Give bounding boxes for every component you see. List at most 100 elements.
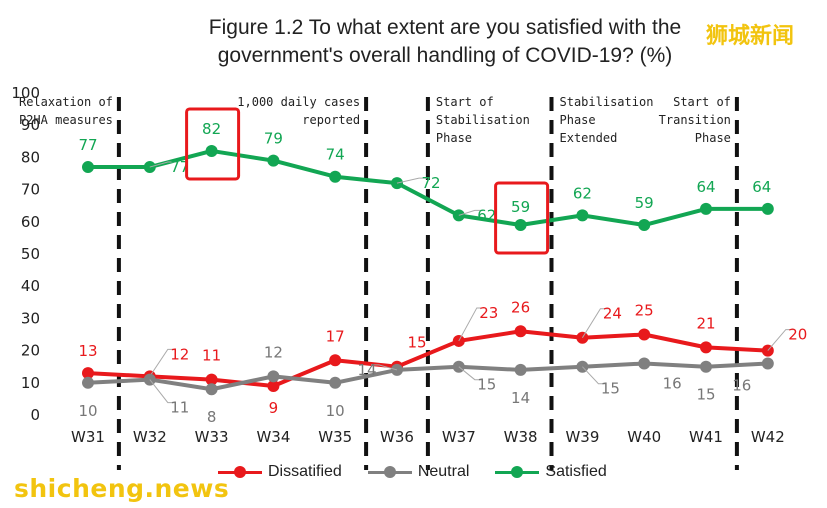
data-label-satisfied: 62 (573, 184, 592, 202)
data-label-leader (371, 364, 398, 371)
y-tick-label: 30 (21, 309, 40, 327)
x-tick-label: W38 (504, 428, 538, 446)
event-annotation-text: P2HA measures (19, 113, 113, 127)
event-annotation-text: Phase (560, 113, 596, 127)
data-label-dissatified: 17 (326, 327, 345, 345)
data-label-dissatified: 24 (603, 305, 622, 323)
y-tick-label: 60 (21, 213, 40, 231)
data-label-neutral: 16 (663, 374, 682, 392)
data-label-satisfied: 64 (696, 178, 715, 196)
event-annotation-text: Transition (659, 113, 731, 127)
data-label-satisfied: 77 (170, 158, 189, 176)
data-point-neutral (329, 376, 342, 389)
legend-label: Neutral (417, 463, 470, 480)
data-point-dissatified (638, 328, 651, 341)
event-annotation-text: Relaxation of (19, 95, 113, 109)
data-point-dissatified (514, 325, 527, 338)
data-label-satisfied: 82 (202, 120, 221, 138)
data-label-leader (581, 308, 609, 338)
x-tick-label: W40 (627, 428, 661, 446)
y-tick-label: 20 (21, 342, 40, 360)
event-annotation-text: Start of (436, 95, 494, 109)
data-label-leader (458, 209, 483, 216)
data-label-satisfied: 79 (264, 130, 283, 148)
y-tick-label: 40 (21, 277, 40, 295)
x-tick-label: W35 (318, 428, 352, 446)
data-label-neutral: 10 (78, 402, 97, 420)
series-line-neutral (87, 361, 768, 392)
data-label-dissatified: 12 (170, 345, 189, 363)
data-label-leader (149, 379, 176, 404)
x-tick-label: W33 (195, 428, 229, 446)
data-point-satisfied (638, 219, 651, 232)
data-point-satisfied (267, 154, 280, 167)
data-label-satisfied: 59 (511, 198, 530, 216)
data-label-dissatified: 13 (78, 342, 97, 360)
data-label-neutral: 11 (170, 399, 189, 417)
y-tick-label: 70 (21, 181, 40, 199)
chart-title: Figure 1.2 To what extent are you satisf… (120, 14, 770, 70)
series-line-satisfied (88, 148, 768, 228)
data-label-satisfied: 59 (635, 194, 654, 212)
data-point-dissatified (700, 341, 712, 354)
data-point-satisfied (576, 209, 589, 222)
data-label-satisfied: 64 (752, 178, 771, 196)
data-label-neutral: 15 (696, 386, 715, 404)
x-tick-label: W34 (256, 428, 290, 446)
y-tick-label: 0 (30, 406, 40, 424)
data-label-leader (458, 366, 483, 381)
data-label-leader (396, 177, 427, 184)
data-label-dissatified: 9 (269, 399, 279, 417)
watermark-chinese: 狮城新闻 (706, 24, 795, 49)
event-annotation-text: Start of (673, 95, 731, 109)
data-point-dissatified (329, 354, 342, 367)
event-annotation-text: reported (302, 113, 360, 127)
x-tick-label: W41 (689, 428, 723, 446)
data-label-dissatified: 23 (479, 304, 498, 322)
data-label-neutral: 14 (511, 389, 530, 407)
data-label-leader (767, 329, 794, 351)
event-annotation-text: Phase (695, 131, 731, 145)
legend-item-satisfied: Satisfied (495, 463, 607, 481)
data-label-neutral: 15 (477, 376, 496, 394)
data-point-satisfied (700, 202, 712, 215)
data-label-dissatified: 20 (788, 326, 807, 344)
event-annotation-text: Stabilisation (560, 95, 654, 109)
y-tick-label: 50 (21, 245, 40, 263)
data-point-satisfied (82, 161, 94, 174)
y-tick-label: 100 (11, 84, 40, 102)
legend-marker (218, 465, 262, 479)
x-tick-label: W39 (565, 428, 599, 446)
highlight-box (185, 107, 241, 181)
event-annotation-text: Stabilisation (436, 113, 530, 127)
data-label-neutral: 16 (732, 376, 751, 394)
x-tick-label: W31 (71, 428, 105, 446)
event-annotation-text: Phase (436, 131, 472, 145)
highlight-box (494, 181, 550, 255)
data-label-leader (582, 366, 607, 385)
data-point-dissatified (82, 367, 94, 380)
data-point-dissatified (205, 373, 218, 386)
legend-item-dissatified: Dissatified (218, 463, 342, 481)
x-tick-label: W42 (751, 428, 785, 446)
data-point-neutral (761, 357, 774, 370)
legend-label: Dissatified (268, 463, 342, 480)
data-label-neutral: 15 (601, 380, 620, 398)
data-label-leader (149, 348, 176, 377)
data-point-dissatified (267, 380, 280, 393)
title-line-2: government's overall handling of COVID-1… (217, 44, 673, 67)
series-line-dissatified (87, 329, 768, 389)
data-point-satisfied (329, 170, 342, 183)
data-point-satisfied (205, 144, 218, 157)
data-label-satisfied: 62 (477, 206, 496, 224)
x-tick-label: W36 (380, 428, 414, 446)
y-tick-label: 80 (21, 148, 40, 166)
data-label-neutral: 12 (264, 343, 283, 361)
data-point-neutral (514, 363, 527, 376)
data-point-neutral (82, 376, 94, 389)
x-tick-label: W32 (133, 428, 167, 446)
data-point-satisfied (514, 219, 527, 232)
data-point-neutral (267, 370, 280, 383)
legend-marker (367, 465, 412, 479)
y-tick-label: 10 (21, 374, 40, 392)
